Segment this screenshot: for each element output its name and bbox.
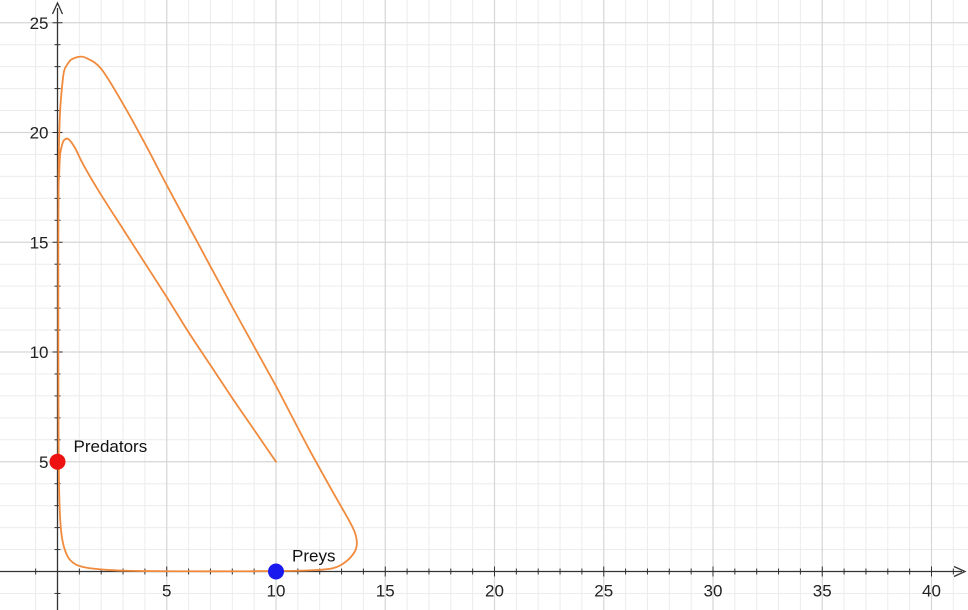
x-tick-label: 25 xyxy=(594,582,613,601)
x-tick-label: 35 xyxy=(813,582,832,601)
x-tick-label: 40 xyxy=(922,582,941,601)
point-preys-marker xyxy=(268,563,284,580)
y-tick-label: 20 xyxy=(30,124,49,143)
series-layer xyxy=(57,55,358,573)
y-tick-label: 5 xyxy=(39,453,48,472)
x-tick-label: 20 xyxy=(485,582,504,601)
x-axis-arrow xyxy=(953,565,967,578)
y-tick-label: 15 xyxy=(30,233,49,252)
y-axis-arrow xyxy=(51,1,64,15)
x-tick-label: 15 xyxy=(376,582,395,601)
x-tick-label: 10 xyxy=(267,582,286,601)
points-layer: Predators Preys xyxy=(49,437,335,580)
trajectory-curve xyxy=(57,55,358,573)
point-predators-marker xyxy=(49,453,66,470)
y-tick-label: 25 xyxy=(30,14,49,33)
point-predators-label: Predators xyxy=(74,437,148,456)
axis-ticks: 5 10 15 20 25 30 35 40 5 10 15 20 25 xyxy=(30,14,954,601)
point-preys-label: Preys xyxy=(292,547,335,566)
y-tick-label: 10 xyxy=(30,343,49,362)
x-tick-label: 30 xyxy=(704,582,723,601)
x-tick-label: 5 xyxy=(162,582,171,601)
